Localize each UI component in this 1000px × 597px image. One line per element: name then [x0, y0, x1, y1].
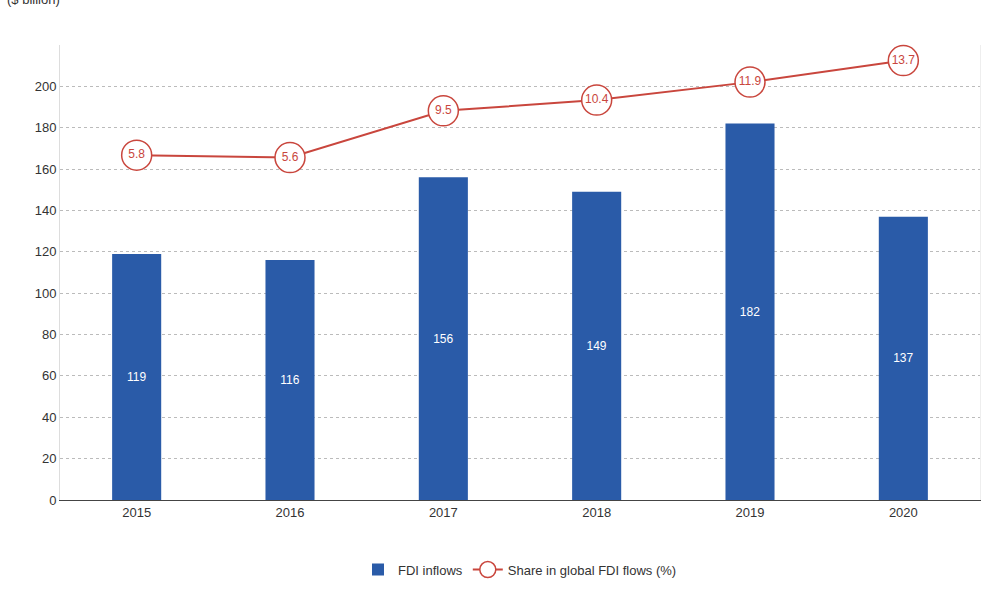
svg-text:60: 60	[42, 368, 56, 383]
svg-text:149: 149	[586, 339, 606, 353]
svg-text:2019: 2019	[736, 505, 765, 520]
svg-text:5.8: 5.8	[128, 147, 145, 161]
svg-text:40: 40	[42, 410, 56, 425]
svg-text:2017: 2017	[429, 505, 458, 520]
svg-text:200: 200	[35, 79, 57, 94]
svg-text:156: 156	[433, 332, 453, 346]
svg-text:($ billion): ($ billion)	[7, 0, 60, 7]
svg-text:160: 160	[35, 162, 57, 177]
svg-text:Share in global FDI flows (%): Share in global FDI flows (%)	[508, 563, 676, 578]
svg-text:2020: 2020	[889, 505, 918, 520]
svg-text:2015: 2015	[122, 505, 151, 520]
svg-text:182: 182	[740, 305, 760, 319]
svg-text:100: 100	[35, 286, 57, 301]
svg-text:137: 137	[893, 351, 913, 365]
svg-text:140: 140	[35, 203, 57, 218]
svg-text:20: 20	[42, 451, 56, 466]
svg-text:10.4: 10.4	[585, 92, 609, 106]
svg-text:5.6: 5.6	[282, 150, 299, 164]
svg-text:180: 180	[35, 120, 57, 135]
svg-text:0: 0	[49, 493, 56, 508]
svg-text:2018: 2018	[582, 505, 611, 520]
svg-text:80: 80	[42, 327, 56, 342]
svg-text:116: 116	[280, 373, 299, 387]
svg-text:11.9: 11.9	[739, 74, 762, 88]
svg-text:119: 119	[127, 370, 146, 384]
svg-text:120: 120	[35, 244, 57, 259]
svg-text:FDI inflows: FDI inflows	[398, 563, 463, 578]
svg-text:13.7: 13.7	[892, 53, 916, 67]
svg-text:9.5: 9.5	[435, 103, 452, 117]
svg-text:2016: 2016	[276, 505, 305, 520]
